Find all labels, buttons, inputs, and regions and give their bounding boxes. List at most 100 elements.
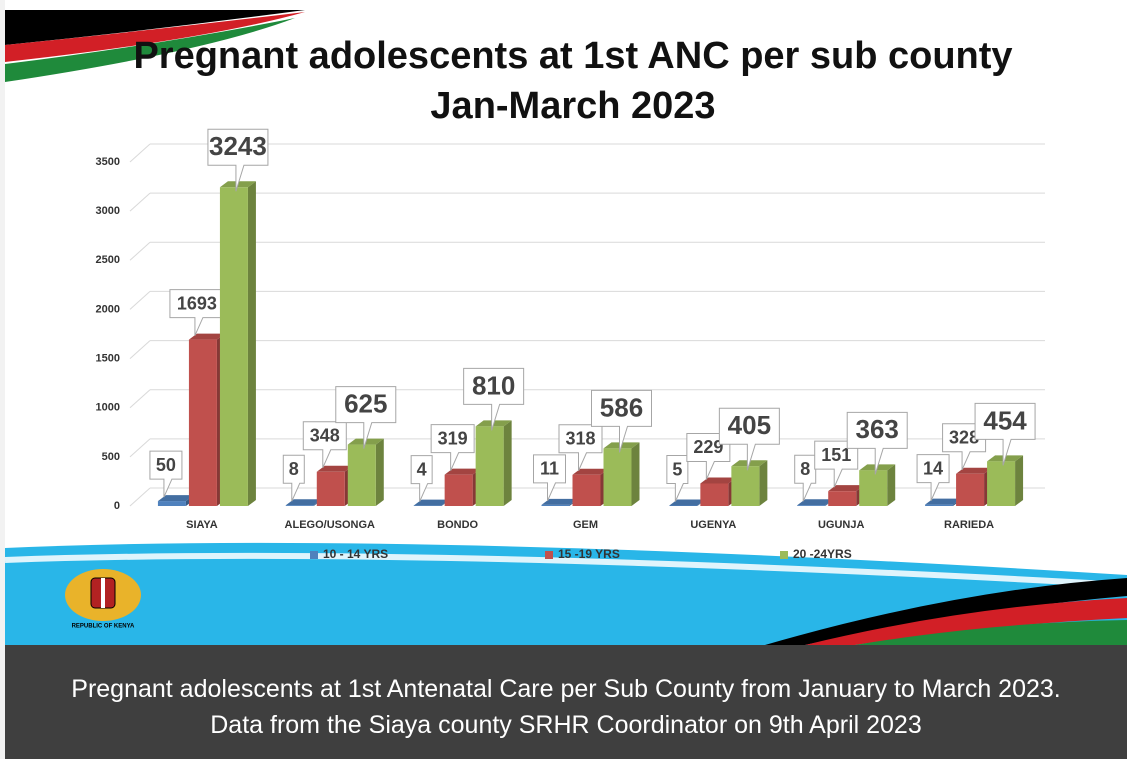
bar [541, 504, 570, 506]
data-label: 11 [540, 459, 559, 479]
chart-subtitle: Jan-March 2023 [430, 85, 715, 127]
bar-top [572, 468, 609, 475]
legend-label: 10 - 14 YRS [323, 547, 388, 561]
slide: REPUBLIC OF KENYA Pregnant adolescents a… [5, 0, 1127, 645]
flag-red [5, 12, 305, 62]
data-label: 50 [156, 455, 176, 475]
grid-line-depth [129, 340, 151, 359]
y-tick-label: 3000 [96, 205, 120, 217]
label-callout [335, 386, 397, 449]
bar-top [188, 333, 225, 340]
flag-black [5, 10, 305, 45]
data-label: 8 [800, 459, 810, 479]
bar-side [503, 420, 512, 506]
data-label: 1693 [177, 293, 217, 313]
bar-top [828, 485, 865, 492]
wave-light [5, 552, 1127, 588]
label-callout [916, 454, 950, 501]
data-label: 363 [856, 414, 899, 444]
x-tick-label: SIAYA [186, 519, 218, 531]
grid-line-depth [129, 291, 151, 310]
bar [285, 505, 314, 506]
bar [987, 461, 1016, 506]
data-label: 328 [949, 428, 979, 448]
y-tick-label: 2000 [96, 303, 120, 315]
data-label: 454 [983, 405, 1027, 435]
label-callout [591, 389, 652, 453]
legend-label: 20 -24YRS [793, 547, 852, 561]
data-label: 8 [289, 459, 299, 479]
grid-line-depth [129, 143, 151, 163]
grid-line-depth [129, 192, 151, 212]
bar [219, 187, 248, 506]
bar [603, 448, 632, 506]
label-callout [463, 367, 525, 431]
bar [956, 473, 985, 506]
bar-top [925, 498, 962, 505]
data-label: 810 [472, 370, 515, 400]
data-label: 3243 [209, 131, 267, 161]
data-label: 229 [693, 437, 723, 457]
x-tick-label: UGUNJA [818, 519, 865, 531]
bar-side [631, 442, 640, 506]
bar-side [759, 460, 768, 506]
grid-line-depth [129, 438, 151, 458]
emblem-text: REPUBLIC OF KENYA [72, 624, 135, 630]
chart-title: Pregnant adolescents at 1st ANC per sub … [133, 35, 1012, 77]
x-tick-label: RARIEDA [944, 519, 994, 531]
y-tick-label: 2500 [96, 254, 120, 266]
x-tick-label: UGENYA [690, 519, 736, 531]
flag-green-bottom [855, 620, 1127, 645]
bar [700, 483, 729, 506]
data-label: 5 [672, 459, 682, 479]
bar [157, 501, 186, 506]
bar [444, 474, 473, 506]
bar-top [669, 499, 706, 506]
grid-line-depth [129, 487, 151, 507]
x-tick-label: ALEGO/USONGA [285, 519, 376, 531]
bar-top [157, 495, 194, 502]
x-tick-label: GEM [573, 519, 598, 531]
bar-top [541, 498, 578, 505]
bar-top [316, 465, 353, 472]
bar [475, 426, 504, 506]
flag-red-bottom [805, 598, 1127, 645]
bar [572, 474, 601, 506]
data-label: 586 [600, 392, 643, 422]
bar [188, 339, 217, 506]
bar [797, 505, 826, 506]
data-label: 319 [438, 428, 468, 448]
caption: Pregnant adolescents at 1st Antenatal Ca… [5, 645, 1127, 759]
bar [828, 491, 857, 506]
bar [859, 470, 888, 506]
data-label: 318 [565, 428, 595, 448]
legend-swatch [545, 551, 553, 559]
bar [347, 444, 376, 506]
label-callout [846, 411, 908, 475]
bar [925, 504, 954, 506]
label-callout [533, 454, 566, 502]
label-callout [302, 421, 347, 469]
bar-top [285, 499, 322, 506]
flag-black-bottom [765, 578, 1127, 645]
label-callout [207, 128, 269, 192]
y-tick-label: 1000 [96, 402, 120, 414]
legend-swatch [780, 551, 788, 559]
label-callout [430, 424, 475, 471]
bar-top [956, 467, 993, 474]
bar-top [444, 468, 481, 475]
grid-line-depth [129, 241, 151, 261]
label-callout [149, 450, 183, 498]
label-callout [558, 424, 603, 471]
data-label: 625 [344, 388, 387, 418]
data-label: 14 [923, 458, 943, 478]
y-tick-label: 3500 [96, 156, 120, 168]
y-tick-label: 1500 [96, 352, 120, 364]
bar-side [375, 438, 384, 506]
grid-line-depth [129, 389, 151, 409]
data-label: 151 [821, 445, 851, 465]
bar-side [887, 464, 896, 506]
slide-background [5, 0, 1127, 645]
bar-top [700, 477, 737, 484]
legend-swatch [310, 551, 318, 559]
